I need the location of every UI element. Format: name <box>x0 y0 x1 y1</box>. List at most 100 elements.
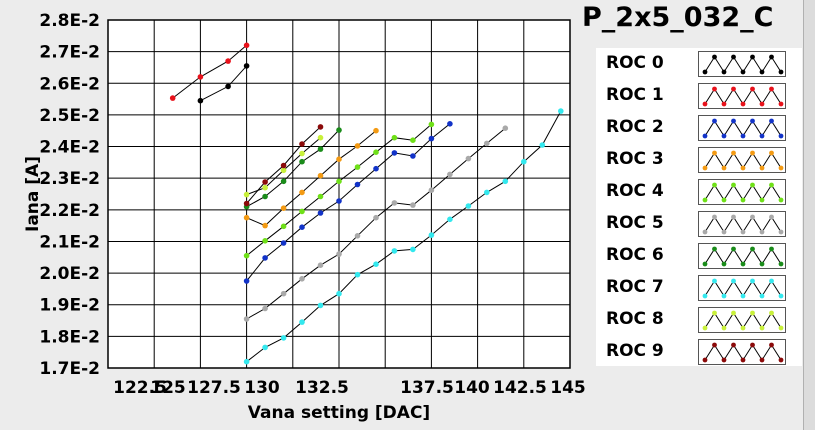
data-point <box>521 158 527 165</box>
data-point <box>225 83 231 90</box>
legend-swatch <box>698 115 786 141</box>
plot-frame <box>107 19 571 369</box>
data-point <box>197 97 204 104</box>
legend-marker <box>721 197 727 203</box>
chart-title: P_2x5_032_C <box>582 2 774 33</box>
legend-swatch <box>698 275 786 301</box>
series-2 <box>243 121 453 284</box>
y-tick-label: 2.8E-2 <box>39 11 100 31</box>
legend-marker <box>712 182 717 188</box>
data-point <box>354 181 361 188</box>
legend-marker <box>702 293 708 299</box>
data-point <box>262 222 268 229</box>
data-point <box>465 203 472 209</box>
legend-item: ROC 9 <box>596 336 802 366</box>
data-point <box>354 233 361 239</box>
legend-marker <box>702 325 708 331</box>
legend-label: ROC 2 <box>606 117 664 137</box>
legend-marker <box>759 325 765 331</box>
data-point <box>317 172 324 179</box>
legend-marker <box>759 101 765 107</box>
legend-marker <box>740 261 746 267</box>
y-tick-label: 2.6E-2 <box>39 74 100 94</box>
legend-marker <box>778 293 784 299</box>
legend-item: ROC 4 <box>596 176 802 206</box>
legend-marker <box>721 325 727 331</box>
legend-marker <box>740 133 746 139</box>
series-5 <box>243 125 509 322</box>
x-tick-label: 145 <box>550 378 586 398</box>
legend-marker <box>759 197 765 203</box>
data-point <box>299 319 305 325</box>
data-point <box>428 187 435 193</box>
data-point <box>243 278 250 284</box>
data-point <box>317 193 324 200</box>
legend-swatch <box>698 147 786 173</box>
data-point <box>428 232 435 238</box>
series-3 <box>243 127 379 229</box>
data-point <box>354 143 361 149</box>
y-tick-label: 1.7E-2 <box>39 359 100 379</box>
legend-marker <box>712 150 717 156</box>
legend-marker <box>750 310 755 316</box>
legend: ROC 0 ROC 1 ROC 2 ROC 3 ROC 4 ROC 5 ROC 6 ROC 7… <box>596 48 802 366</box>
legend-marker <box>731 310 736 316</box>
legend-marker <box>712 310 717 316</box>
legend-marker <box>778 133 784 139</box>
y-tick-label: 2.3E-2 <box>39 169 100 189</box>
legend-marker <box>759 133 765 139</box>
legend-swatch <box>698 243 786 269</box>
legend-marker <box>778 229 784 235</box>
data-point <box>391 134 398 141</box>
legend-swatch <box>698 339 786 365</box>
series-4 <box>243 121 435 259</box>
legend-marker <box>740 101 746 107</box>
data-point <box>539 142 546 148</box>
data-point <box>447 171 453 178</box>
legend-swatch <box>698 307 786 333</box>
legend-marker <box>731 246 736 252</box>
legend-marker <box>740 165 746 171</box>
x-tick-label: 122.5 <box>113 378 167 398</box>
legend-marker <box>702 133 708 139</box>
series-layer <box>169 42 564 365</box>
y-tick-label: 2.1E-2 <box>39 232 100 252</box>
legend-item: ROC 7 <box>596 272 802 302</box>
data-point <box>317 262 324 269</box>
y-tick-label: 1.8E-2 <box>39 327 100 347</box>
data-point <box>484 140 490 147</box>
data-point <box>336 127 342 133</box>
legend-marker <box>759 357 765 363</box>
data-point <box>262 238 268 244</box>
legend-marker <box>712 342 717 348</box>
data-point <box>280 167 287 174</box>
legend-item: ROC 6 <box>596 240 802 270</box>
legend-item: ROC 5 <box>596 208 802 238</box>
legend-label: ROC 5 <box>606 213 664 233</box>
data-point <box>410 246 416 253</box>
legend-marker <box>759 229 765 235</box>
legend-swatch <box>698 83 786 109</box>
legend-marker <box>731 278 736 284</box>
legend-marker <box>750 118 755 124</box>
legend-marker <box>702 69 708 75</box>
legend-label: ROC 6 <box>606 245 664 265</box>
legend-marker <box>750 214 755 220</box>
data-point <box>502 125 509 131</box>
data-point <box>336 290 342 297</box>
legend-marker <box>702 165 708 171</box>
data-point <box>280 162 287 169</box>
legend-marker <box>721 229 727 235</box>
data-point <box>299 224 305 230</box>
data-point <box>299 208 305 215</box>
x-tick-label: 127.5 <box>187 378 241 398</box>
legend-marker <box>778 197 784 203</box>
legend-marker <box>712 246 717 252</box>
legend-item: ROC 3 <box>596 144 802 174</box>
vertical-scrollbar[interactable] <box>803 0 815 430</box>
legend-item: ROC 2 <box>596 112 802 142</box>
series-line <box>246 110 562 363</box>
legend-marker <box>778 325 784 331</box>
